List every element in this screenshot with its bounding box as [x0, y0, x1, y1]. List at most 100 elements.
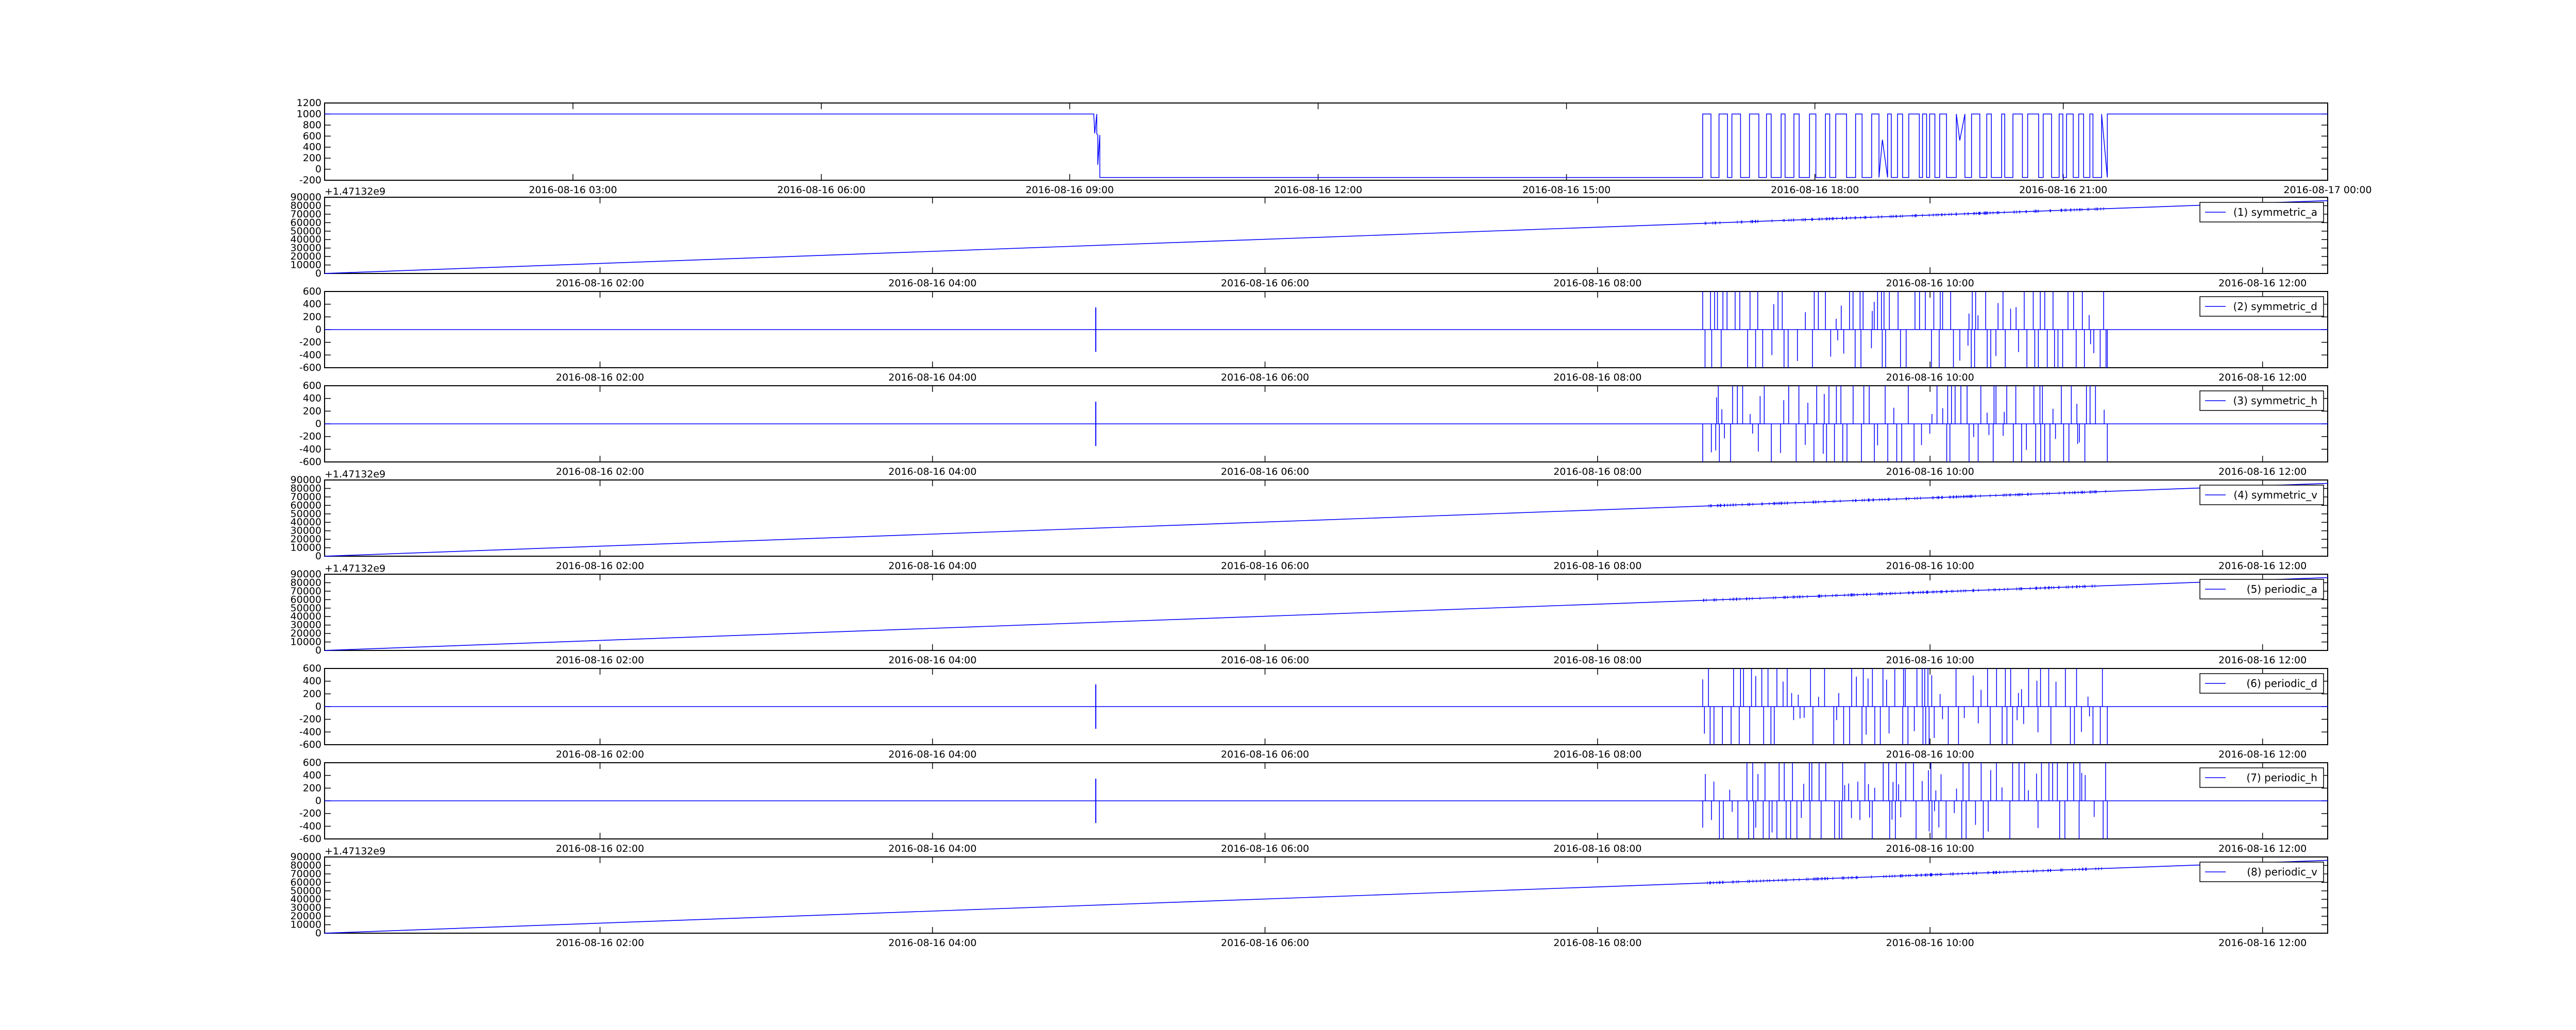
legend-label: (8) periodic_v [2247, 866, 2317, 878]
series-line-1 [325, 113, 2328, 178]
x-tick-label: 2016-08-16 04:00 [888, 278, 976, 289]
y-tick-label: 20000 [291, 251, 321, 262]
y-tick-label: -400 [299, 349, 321, 360]
y-tick-label: 90000 [291, 569, 321, 580]
y-tick-label: 0 [315, 164, 321, 175]
x-tick-label: 2016-08-16 02:00 [556, 466, 644, 477]
y-tick-label: 30000 [291, 243, 321, 254]
x-tick-label: 2016-08-16 02:00 [556, 278, 644, 289]
y-tick-label: 1000 [297, 108, 321, 119]
x-tick-label: 2016-08-16 04:00 [888, 372, 976, 383]
x-tick-label: 2016-08-16 10:00 [1886, 466, 1974, 477]
y-tick-label: -200 [299, 337, 321, 348]
x-tick-label: 2016-08-16 06:00 [1221, 749, 1309, 760]
x-tick-label: 2016-08-16 06:00 [1221, 466, 1309, 477]
y-tick-label: 80000 [291, 483, 321, 494]
y-tick-label: 90000 [291, 851, 321, 863]
y-tick-label: 80000 [291, 860, 321, 871]
x-tick-label: 2016-08-16 08:00 [1553, 560, 1641, 572]
x-tick-label: 2016-08-16 12:00 [2218, 466, 2307, 477]
x-tick-label: 2016-08-16 12:00 [2218, 749, 2307, 760]
x-tick-label: 2016-08-16 06:00 [1221, 372, 1309, 383]
x-tick-label: 2016-08-16 02:00 [556, 655, 644, 666]
x-tick-label: 2016-08-16 02:00 [556, 560, 644, 572]
y-tick-label: 0 [315, 551, 321, 562]
y-tick-label: 0 [315, 268, 321, 279]
x-tick-label: 2016-08-16 10:00 [1886, 937, 1974, 949]
x-tick-label: 2016-08-16 09:00 [1026, 184, 1114, 196]
x-tick-label: 2016-08-16 10:00 [1886, 372, 1974, 383]
legend-label: (5) periodic_a [2247, 583, 2317, 595]
axes-frame-1 [324, 102, 2328, 181]
y-tick-label: 80000 [291, 577, 321, 588]
series-line-4 [324, 483, 2328, 557]
x-tick-label: 2016-08-16 10:00 [1886, 655, 1974, 666]
y-tick-label: 30000 [291, 620, 321, 631]
y-tick-label: 60000 [291, 500, 321, 511]
y-tick-label: 200 [303, 688, 321, 699]
y-tick-label: 600 [303, 130, 321, 142]
axis-offset-text: +1.47132e9 [325, 563, 385, 574]
y-tick-label: 80000 [291, 200, 321, 211]
x-tick-label: 2016-08-16 06:00 [1221, 843, 1309, 854]
y-tick-label: 400 [303, 676, 321, 687]
x-tick-label: 2016-08-16 12:00 [2218, 372, 2307, 383]
y-tick-label: 70000 [291, 491, 321, 503]
y-tick-label: -400 [299, 443, 321, 455]
x-tick-label: 2016-08-16 08:00 [1553, 278, 1641, 289]
y-tick-label: 60000 [291, 594, 321, 605]
x-tick-label: 2016-08-16 12:00 [2218, 560, 2307, 572]
y-tick-label: 40000 [291, 894, 321, 905]
y-tick-label: -200 [299, 431, 321, 442]
y-tick-label: 70000 [291, 586, 321, 597]
y-tick-label: 10000 [291, 637, 321, 648]
y-tick-label: 0 [315, 324, 321, 335]
x-tick-label: 2016-08-16 02:00 [556, 937, 644, 949]
y-tick-label: 200 [303, 152, 321, 164]
y-tick-label: -600 [299, 456, 321, 468]
y-tick-label: 200 [303, 782, 321, 794]
y-tick-label: -600 [299, 362, 321, 373]
y-tick-label: 600 [303, 663, 321, 674]
x-tick-label: 2016-08-16 04:00 [888, 466, 976, 477]
x-tick-label: 2016-08-16 06:00 [777, 184, 866, 196]
legend-label: (3) symmetric_h [2233, 394, 2317, 407]
x-tick-label: 2016-08-16 18:00 [1771, 184, 1859, 196]
legend-label: (6) periodic_d [2246, 677, 2317, 690]
x-tick-label: 2016-08-16 06:00 [1221, 560, 1309, 572]
x-tick-label: 2016-08-16 08:00 [1553, 937, 1641, 949]
y-tick-label: 20000 [291, 628, 321, 639]
y-tick-label: 40000 [291, 517, 321, 528]
series-line-5 [324, 577, 2328, 651]
y-tick-label: 200 [303, 405, 321, 417]
x-tick-label: 2016-08-16 08:00 [1553, 372, 1641, 383]
y-tick-label: 600 [303, 380, 321, 391]
axis-offset-text: +1.47132e9 [325, 846, 385, 857]
x-tick-label: 2016-08-16 08:00 [1553, 749, 1641, 760]
y-tick-label: 90000 [291, 192, 321, 203]
y-tick-label: 40000 [291, 611, 321, 622]
x-tick-label: 2016-08-16 04:00 [888, 655, 976, 666]
x-tick-label: 2016-08-16 02:00 [556, 843, 644, 854]
axes-frame-6 [324, 574, 2328, 651]
axes-frame-2 [324, 197, 2328, 274]
y-tick-label: -200 [299, 714, 321, 725]
x-tick-label: 2016-08-16 08:00 [1553, 843, 1641, 854]
y-tick-label: 10000 [291, 260, 321, 271]
x-tick-label: 2016-08-16 02:00 [556, 372, 644, 383]
y-tick-label: 1200 [297, 97, 321, 109]
x-tick-label: 2016-08-16 03:00 [529, 184, 617, 196]
y-tick-label: 400 [303, 299, 321, 310]
legend-label: (7) periodic_h [2246, 771, 2317, 784]
y-tick-label: 20000 [291, 911, 321, 922]
legend-label: (1) symmetric_a [2233, 206, 2317, 218]
y-tick-label: 0 [315, 795, 321, 806]
y-tick-label: 50000 [291, 885, 321, 897]
x-tick-label: 2016-08-16 02:00 [556, 749, 644, 760]
x-tick-label: 2016-08-16 10:00 [1886, 278, 1974, 289]
y-tick-label: -200 [299, 175, 321, 186]
x-tick-label: 2016-08-16 15:00 [1522, 184, 1611, 196]
y-tick-label: 800 [303, 119, 321, 131]
x-tick-label: 2016-08-16 08:00 [1553, 466, 1641, 477]
